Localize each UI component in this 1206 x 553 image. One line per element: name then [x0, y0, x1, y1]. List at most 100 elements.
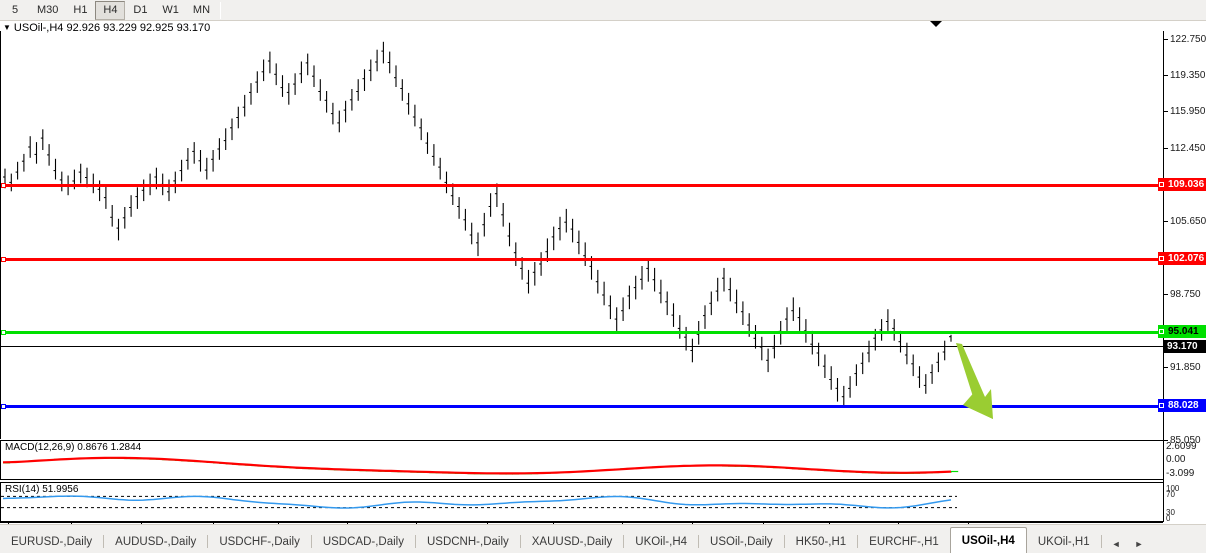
badge-label: 93.170 — [1167, 341, 1198, 352]
tick-label: 0 — [1166, 513, 1171, 523]
rsi-indicator-pane[interactable]: RSI(14) 51.9956 — [0, 482, 1163, 522]
timeframe-button-mn[interactable]: MN — [192, 4, 211, 16]
tick-dash — [1164, 74, 1168, 76]
chart-tab-ukoilh4[interactable]: UKOil-,H4 — [635, 536, 688, 548]
chart-tab-xauusddaily[interactable]: XAUUSD-,Daily — [531, 536, 613, 548]
tab-separator — [519, 535, 521, 548]
timeframe-button-m30[interactable]: M30 — [37, 4, 59, 16]
tick-dash — [1164, 293, 1168, 295]
price-level-line-88.028[interactable] — [1, 404, 1163, 409]
tick-label: -3.099 — [1166, 467, 1195, 479]
tick-label: 115.950 — [1170, 105, 1206, 117]
tab-separator — [623, 535, 625, 548]
price-tick-91.850: 91.850 — [1164, 361, 1206, 373]
symbol-ohlc-label: USOil-,H4 92.926 93.229 92.925 93.170 — [13, 22, 211, 34]
macd-tick-0.00: 0.00 — [1164, 453, 1206, 465]
tick-label: 112.450 — [1170, 142, 1206, 154]
timeframe-button-5[interactable]: 5 — [11, 4, 19, 16]
tab-separator — [414, 535, 416, 548]
chart-tab-eurusddaily[interactable]: EURUSD-,Daily — [11, 536, 93, 548]
rsi-label: RSI(14) 51.9956 — [5, 484, 79, 495]
chart-tab-hk50h1[interactable]: HK50-,H1 — [795, 536, 847, 548]
chart-tab-usoildaily[interactable]: USOil-,Daily — [710, 536, 773, 548]
price-axis[interactable]: 122.750 119.350 115.950 112.450 105.650 98.75… — [1158, 31, 1206, 523]
level-drag-handle[interactable] — [1, 404, 6, 409]
rsi-tick-100: 100 — [1164, 482, 1206, 494]
tick-dash — [1164, 38, 1168, 40]
badge-handle[interactable] — [1159, 256, 1164, 261]
badge-label: 102.076 — [1168, 253, 1205, 264]
tick-label: 105.650 — [1170, 215, 1206, 227]
chart-tab-bar: EURUSD-,Daily AUDUSD-,Daily USDCHF-,Daily U… — [0, 524, 1206, 553]
chart-area[interactable]: ▼ USOil-,H4 92.926 93.229 92.925 93.170 … — [0, 21, 1206, 537]
chart-tab-usdcnhdaily[interactable]: USDCNH-,Daily — [426, 536, 509, 548]
price-tick-105.650: 105.650 — [1164, 215, 1206, 227]
timeframe-button-h1[interactable]: H1 — [73, 4, 88, 16]
badge-handle[interactable] — [1159, 182, 1164, 187]
price-level-line-102.076[interactable] — [1, 257, 1163, 262]
tick-dash — [1164, 147, 1168, 149]
price-level-line-109.036[interactable] — [1, 183, 1163, 188]
price-tick-119.350: 119.350 — [1164, 69, 1206, 81]
chart-position-marker-icon — [930, 21, 942, 27]
chart-tab-usoilh4[interactable]: USOil-,H4 — [949, 527, 1027, 553]
macd-plot — [2, 456, 959, 475]
macd-label: MACD(12,26,9) 0.8676 1.2844 — [5, 442, 142, 453]
tick-label: 91.850 — [1170, 361, 1201, 373]
timeframe-button-w1[interactable]: W1 — [162, 4, 179, 16]
chevron-right-icon[interactable]: ► — [1134, 539, 1144, 549]
tab-separator — [857, 535, 859, 548]
chart-tab-usdchfdaily[interactable]: USDCHF-,Daily — [219, 536, 300, 548]
bearish-arrow-annotation[interactable] — [1, 31, 1163, 439]
tick-dash — [1164, 220, 1168, 222]
level-drag-handle[interactable] — [1, 257, 6, 262]
timeframe-button-d1[interactable]: D1 — [133, 4, 148, 16]
tab-nav-arrows: ◄ ► — [1112, 539, 1144, 549]
price-level-badge-102.076[interactable]: 102.076 — [1158, 252, 1206, 265]
price-level-badge-109.036[interactable]: 109.036 — [1158, 178, 1206, 191]
macd-tick--3.099: -3.099 — [1164, 467, 1206, 479]
macd-indicator-pane[interactable]: MACD(12,26,9) 0.8676 1.2844 — [0, 440, 1163, 480]
tick-label: 0.00 — [1166, 453, 1186, 465]
tab-separator — [1100, 535, 1102, 548]
price-pane[interactable] — [0, 31, 1163, 439]
tick-label: 122.750 — [1170, 33, 1206, 45]
tab-separator — [103, 535, 105, 548]
timeframe-button-h4[interactable]: H4 — [95, 0, 126, 20]
rsi-tick-70: 70 — [1164, 488, 1206, 500]
level-drag-handle[interactable] — [1, 183, 6, 188]
timeframe-toolbar: 5 M30 H1 H4 D1 W1 MN — [0, 0, 1206, 21]
toolbar-separator — [220, 1, 222, 19]
price-level-badge-95.041[interactable]: 95.041 — [1158, 325, 1206, 338]
price-level-line-95.041[interactable] — [1, 330, 1163, 335]
chevron-left-icon[interactable]: ◄ — [1111, 539, 1121, 549]
chart-tab-usdcaddaily[interactable]: USDCAD-,Daily — [322, 536, 404, 548]
price-level-badge-88.028[interactable]: 88.028 — [1158, 399, 1206, 412]
chart-tab-ukoilh1[interactable]: UKOil-,H1 — [1037, 536, 1090, 548]
tab-separator — [783, 535, 785, 548]
rsi-plot — [1, 495, 957, 509]
badge-label: 88.028 — [1168, 400, 1199, 411]
price-level-line-93.170[interactable] — [1, 346, 1163, 347]
tick-label: 85.050 — [1170, 434, 1201, 446]
chart-tab-audusddaily[interactable]: AUDUSD-,Daily — [115, 536, 197, 548]
chevron-down-icon[interactable]: ▼ — [3, 23, 11, 32]
tick-dash — [1164, 439, 1168, 441]
badge-label: 95.041 — [1168, 326, 1199, 337]
tick-label: 2.6099 — [1166, 440, 1197, 452]
price-level-badge-93.170[interactable]: 93.170 — [1164, 340, 1206, 353]
chart-tab-eurchfh1[interactable]: EURCHF-,H1 — [869, 536, 939, 548]
price-tick-85.050: 85.050 — [1164, 434, 1206, 446]
tick-label: 30 — [1166, 507, 1175, 517]
chart-symbol-header: ▼ USOil-,H4 92.926 93.229 92.925 93.170 — [0, 21, 210, 35]
level-drag-handle[interactable] — [1, 330, 6, 335]
badge-handle[interactable] — [1159, 403, 1164, 408]
macd-tick-2.6099: 2.6099 — [1164, 440, 1206, 452]
tick-label: 70 — [1166, 489, 1175, 499]
tick-label: 119.350 — [1170, 69, 1206, 81]
tick-dash — [1164, 366, 1168, 368]
badge-label: 109.036 — [1168, 179, 1205, 190]
badge-handle[interactable] — [1159, 329, 1164, 334]
tab-separator — [310, 535, 312, 548]
